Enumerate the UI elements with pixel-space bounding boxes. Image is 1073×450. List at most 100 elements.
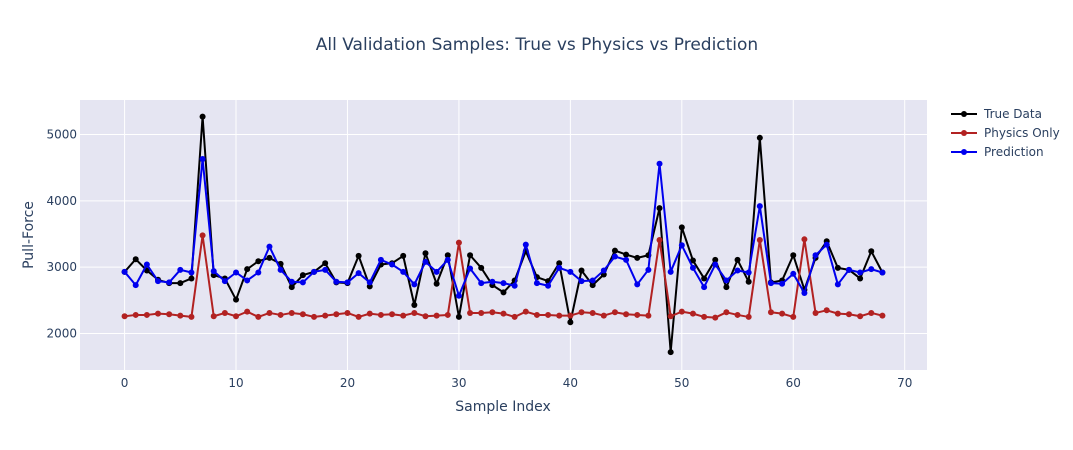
prediction-point[interactable] <box>589 277 596 284</box>
true-data-point[interactable] <box>857 275 864 282</box>
prediction-point[interactable] <box>734 267 741 274</box>
prediction-point[interactable] <box>411 281 418 288</box>
physics-only-point[interactable] <box>723 309 730 316</box>
prediction-point[interactable] <box>834 281 841 288</box>
physics-only-point[interactable] <box>745 313 752 320</box>
physics-only-point[interactable] <box>857 313 864 320</box>
true-data-point[interactable] <box>656 205 663 212</box>
prediction-point[interactable] <box>188 269 195 276</box>
prediction-point[interactable] <box>701 284 708 291</box>
prediction-point[interactable] <box>723 277 730 284</box>
true-data-point[interactable] <box>756 134 763 141</box>
prediction-point[interactable] <box>444 256 451 263</box>
physics-only-point[interactable] <box>444 311 451 318</box>
physics-only-point[interactable] <box>756 236 763 243</box>
true-data-point[interactable] <box>790 252 797 259</box>
true-data-point[interactable] <box>567 319 574 326</box>
true-data-point[interactable] <box>422 250 429 257</box>
prediction-point[interactable] <box>422 258 429 265</box>
true-data-point[interactable] <box>611 247 618 254</box>
prediction-point[interactable] <box>500 280 507 287</box>
physics-only-point[interactable] <box>199 232 206 239</box>
physics-only-point[interactable] <box>233 313 240 320</box>
physics-only-point[interactable] <box>567 312 574 319</box>
true-data-point[interactable] <box>467 252 474 259</box>
physics-only-point[interactable] <box>433 312 440 319</box>
physics-only-point[interactable] <box>801 236 808 243</box>
physics-only-point[interactable] <box>355 313 362 320</box>
legend-item-physics-only[interactable]: Physics Only <box>951 126 1060 140</box>
true-data-point[interactable] <box>188 275 195 282</box>
legend-item-prediction[interactable]: Prediction <box>951 145 1044 159</box>
physics-only-point[interactable] <box>155 310 162 317</box>
prediction-point[interactable] <box>868 266 875 273</box>
prediction-point[interactable] <box>143 261 150 268</box>
true-data-point[interactable] <box>199 113 206 120</box>
prediction-point[interactable] <box>767 280 774 287</box>
prediction-point[interactable] <box>344 279 351 286</box>
physics-only-point[interactable] <box>255 313 262 320</box>
true-data-point[interactable] <box>689 257 696 264</box>
true-data-point[interactable] <box>578 267 585 274</box>
prediction-point[interactable] <box>556 264 563 271</box>
physics-only-point[interactable] <box>322 312 329 319</box>
true-data-point[interactable] <box>400 252 407 259</box>
physics-only-point[interactable] <box>790 313 797 320</box>
physics-only-point[interactable] <box>611 309 618 316</box>
true-data-point[interactable] <box>233 296 240 303</box>
prediction-point[interactable] <box>288 278 295 285</box>
prediction-point[interactable] <box>645 266 652 273</box>
true-data-point[interactable] <box>444 252 451 259</box>
true-data-point[interactable] <box>623 251 630 258</box>
physics-only-point[interactable] <box>143 311 150 318</box>
prediction-point[interactable] <box>255 269 262 276</box>
prediction-point[interactable] <box>801 290 808 297</box>
prediction-point[interactable] <box>511 282 518 289</box>
physics-only-point[interactable] <box>823 307 830 314</box>
physics-only-point[interactable] <box>834 310 841 317</box>
physics-only-point[interactable] <box>812 309 819 316</box>
true-data-point[interactable] <box>500 289 507 296</box>
true-data-point[interactable] <box>556 260 563 267</box>
prediction-point[interactable] <box>756 203 763 210</box>
true-data-point[interactable] <box>244 266 251 273</box>
physics-only-point[interactable] <box>311 313 318 320</box>
prediction-point[interactable] <box>322 266 329 273</box>
physics-only-point[interactable] <box>478 309 485 316</box>
true-data-point[interactable] <box>132 256 139 263</box>
true-data-point[interactable] <box>834 264 841 271</box>
prediction-point[interactable] <box>779 280 786 287</box>
true-data-point[interactable] <box>734 256 741 263</box>
prediction-point[interactable] <box>199 156 206 163</box>
prediction-point[interactable] <box>389 261 396 268</box>
prediction-point[interactable] <box>311 268 318 275</box>
physics-only-point[interactable] <box>556 312 563 319</box>
prediction-point[interactable] <box>177 266 184 273</box>
prediction-point[interactable] <box>611 253 618 260</box>
prediction-point[interactable] <box>400 268 407 275</box>
physics-only-point[interactable] <box>578 309 585 316</box>
prediction-point[interactable] <box>812 252 819 259</box>
physics-only-point[interactable] <box>121 313 128 320</box>
prediction-point[interactable] <box>221 278 228 285</box>
physics-only-point[interactable] <box>667 313 674 320</box>
prediction-point[interactable] <box>689 264 696 271</box>
physics-only-point[interactable] <box>266 309 273 316</box>
physics-only-point[interactable] <box>734 311 741 318</box>
legend[interactable]: True Data Physics Only Prediction <box>951 107 1060 159</box>
prediction-point[interactable] <box>745 269 752 276</box>
legend-item-true-data[interactable]: True Data <box>951 107 1042 121</box>
prediction-point[interactable] <box>233 269 240 276</box>
physics-only-point[interactable] <box>377 311 384 318</box>
physics-only-point[interactable] <box>221 309 228 316</box>
true-data-point[interactable] <box>678 224 685 231</box>
physics-only-point[interactable] <box>701 313 708 320</box>
physics-only-point[interactable] <box>489 309 496 316</box>
physics-only-point[interactable] <box>344 309 351 316</box>
prediction-point[interactable] <box>244 277 251 284</box>
prediction-point[interactable] <box>377 256 384 263</box>
prediction-point[interactable] <box>210 268 217 275</box>
prediction-point[interactable] <box>790 270 797 277</box>
physics-only-point[interactable] <box>511 313 518 320</box>
prediction-point[interactable] <box>433 268 440 275</box>
